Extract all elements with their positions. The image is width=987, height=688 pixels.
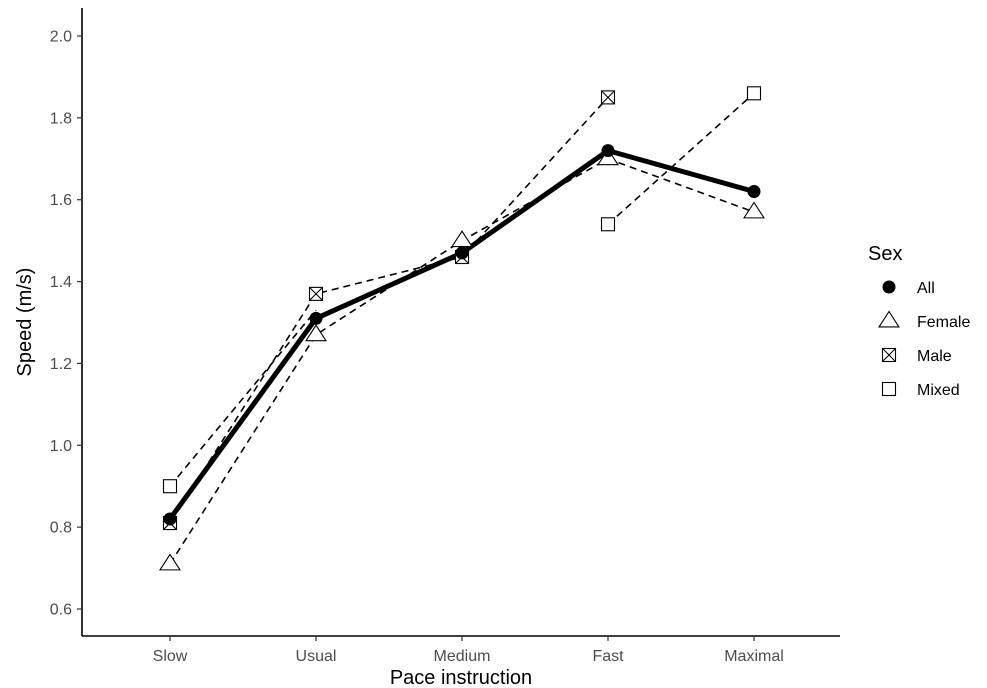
point-all-shape — [747, 185, 761, 199]
x-ticks: Slow Usual Medium Fast Maximal — [153, 636, 784, 665]
legend-title: Sex — [868, 243, 902, 265]
point-female-shape — [743, 201, 765, 219]
legend: Sex All Female Male Mixed — [868, 243, 970, 399]
legend-marker-female-shape — [878, 310, 900, 328]
legend-item-all: All — [882, 280, 935, 297]
point-female-shape — [305, 324, 327, 342]
point-male — [308, 286, 324, 301]
point-all — [455, 246, 469, 260]
series-line-male — [169, 96, 609, 524]
legend-item-female: Female — [878, 310, 970, 331]
point-mixed — [600, 217, 616, 232]
legend-marker-mixed — [881, 381, 897, 397]
legend-label-mixed: Mixed — [917, 382, 960, 399]
point-female — [159, 553, 181, 571]
point-all-shape — [455, 246, 469, 260]
y-tick-label: 2.0 — [50, 29, 72, 46]
y-tick-label: 1.6 — [50, 192, 72, 209]
series-line-mixed — [169, 309, 317, 487]
point-all-shape — [309, 311, 323, 325]
series-line-all — [167, 148, 757, 522]
legend-item-mixed: Mixed — [881, 381, 960, 399]
x-tick-label: Medium — [434, 648, 491, 665]
point-all-shape — [163, 512, 177, 526]
y-tick-label: 0.6 — [50, 602, 72, 619]
point-all-shape — [601, 144, 615, 158]
point-male-cross-b — [601, 90, 615, 105]
y-tick-label: 1.0 — [50, 438, 72, 455]
point-mixed — [162, 479, 178, 494]
point-female-shape — [451, 230, 473, 248]
legend-marker-all-shape — [882, 280, 896, 294]
legend-marker-mixed-shape — [881, 381, 897, 397]
y-ticks: 0.6 0.8 1.0 1.2 1.4 1.6 1.8 2.0 — [50, 29, 82, 619]
y-axis-title: Speed (m/s) — [14, 268, 36, 377]
point-male-cross-b — [309, 286, 323, 301]
point-female-shape — [159, 553, 181, 571]
point-mixed-shape — [162, 479, 178, 494]
legend-marker-male — [881, 347, 897, 363]
series-points — [159, 86, 765, 571]
x-tick-label: Fast — [592, 648, 624, 665]
point-mixed-shape — [600, 217, 616, 232]
x-tick-label: Slow — [153, 648, 188, 665]
point-female — [305, 324, 327, 342]
x-tick-label: Usual — [296, 648, 337, 665]
y-tick-label: 1.2 — [50, 356, 72, 373]
y-tick-label: 0.8 — [50, 520, 72, 537]
series-lines — [169, 92, 755, 565]
legend-label-male: Male — [917, 348, 952, 365]
series-line-mixed — [607, 92, 755, 225]
x-axis-title: Pace instruction — [390, 667, 532, 688]
point-all — [163, 512, 177, 526]
legend-item-male: Male — [881, 347, 952, 365]
series-line-female — [169, 157, 755, 565]
legend-marker-male-cross-b — [882, 348, 896, 362]
point-female — [743, 201, 765, 219]
y-tick-label: 1.4 — [50, 274, 72, 291]
x-tick-label: Maximal — [724, 648, 784, 665]
legend-items: All Female Male Mixed — [878, 280, 970, 399]
point-all — [601, 144, 615, 158]
point-all — [309, 311, 323, 325]
legend-marker-all — [882, 280, 896, 294]
axes — [81, 8, 840, 637]
legend-label-female: Female — [917, 314, 970, 331]
legend-label-all: All — [917, 280, 935, 297]
point-all — [747, 185, 761, 199]
legend-marker-female — [878, 310, 900, 328]
point-female — [451, 230, 473, 248]
point-mixed — [746, 86, 762, 101]
point-mixed-shape — [746, 86, 762, 101]
point-male — [600, 90, 616, 105]
y-tick-label: 1.8 — [50, 110, 72, 127]
